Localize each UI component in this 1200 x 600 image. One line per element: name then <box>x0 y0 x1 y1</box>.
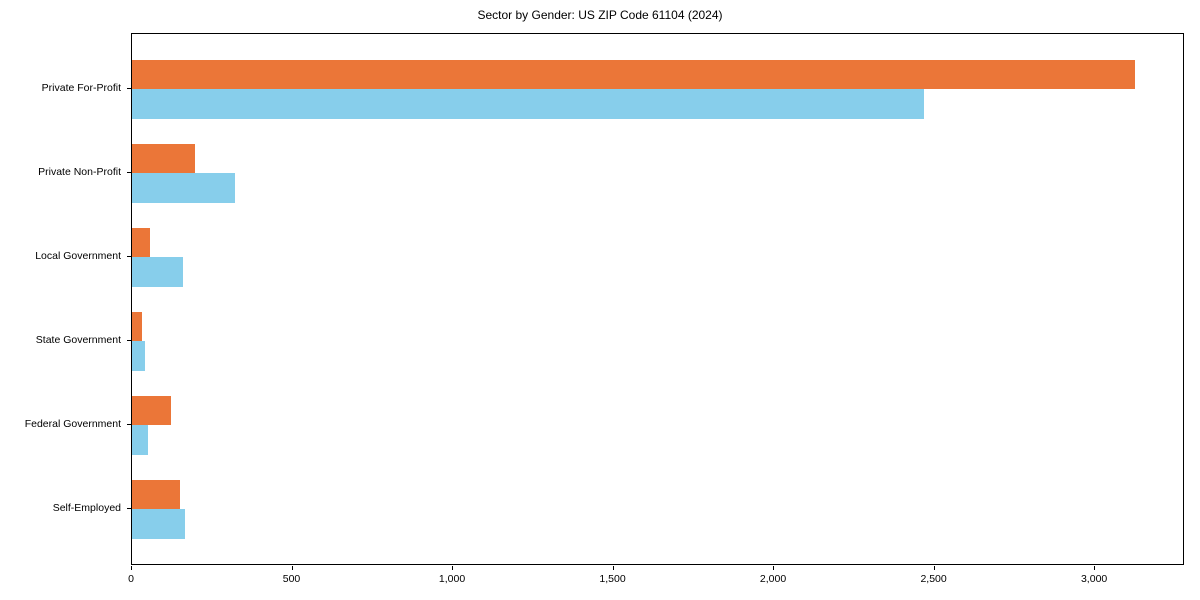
y-tick-label-federal-government: Federal Government <box>24 418 121 430</box>
x-tick-mark <box>452 566 454 570</box>
y-tick-label-self-employed: Self-Employed <box>52 502 121 514</box>
x-tick-label-3-000: 3,000 <box>1080 573 1108 585</box>
y-tick-mark <box>127 172 131 173</box>
x-tick-mark <box>612 566 614 570</box>
plot-area: Male Female <box>131 33 1184 565</box>
chart-title: Sector by Gender: US ZIP Code 61104 (202… <box>477 8 723 22</box>
x-tick-label-1-000: 1,000 <box>438 573 466 585</box>
x-tick-label-1-500: 1,500 <box>599 573 626 585</box>
y-tick-mark <box>127 508 131 509</box>
bar-male-federal-government <box>132 395 171 425</box>
y-tick-label-private-non-profit: Private Non-Profit <box>38 166 121 178</box>
x-tick-label-500: 500 <box>282 573 301 585</box>
x-tick-mark <box>131 566 132 570</box>
y-tick-mark <box>127 424 131 425</box>
bar-female-state-government <box>132 341 146 371</box>
bar-male-private-for-profit <box>132 59 1135 89</box>
bar-male-self-employed <box>132 479 181 509</box>
y-tick-mark <box>127 88 131 89</box>
x-tick-label-2-000: 2,000 <box>759 573 787 585</box>
bar-male-state-government <box>132 311 142 341</box>
x-tick-label-0: 0 <box>128 573 134 585</box>
y-tick-label-local-government: Local Government <box>35 250 121 262</box>
x-tick-mark <box>773 566 775 570</box>
y-tick-mark <box>127 256 131 257</box>
y-tick-label-private-for-profit: Private For-Profit <box>41 82 121 94</box>
x-tick-mark <box>933 566 935 570</box>
y-tick-mark <box>127 340 131 341</box>
bar-female-private-for-profit <box>132 89 924 119</box>
bar-female-federal-government <box>132 425 149 455</box>
x-tick-mark <box>291 566 293 570</box>
bar-female-local-government <box>132 257 184 287</box>
bar-female-private-non-profit <box>132 173 236 203</box>
bar-male-local-government <box>132 227 150 257</box>
x-tick-mark <box>1094 566 1096 570</box>
y-tick-label-state-government: State Government <box>35 334 121 346</box>
bar-male-private-non-profit <box>132 143 196 173</box>
x-tick-label-2-500: 2,500 <box>920 573 947 585</box>
bar-female-self-employed <box>132 509 185 539</box>
